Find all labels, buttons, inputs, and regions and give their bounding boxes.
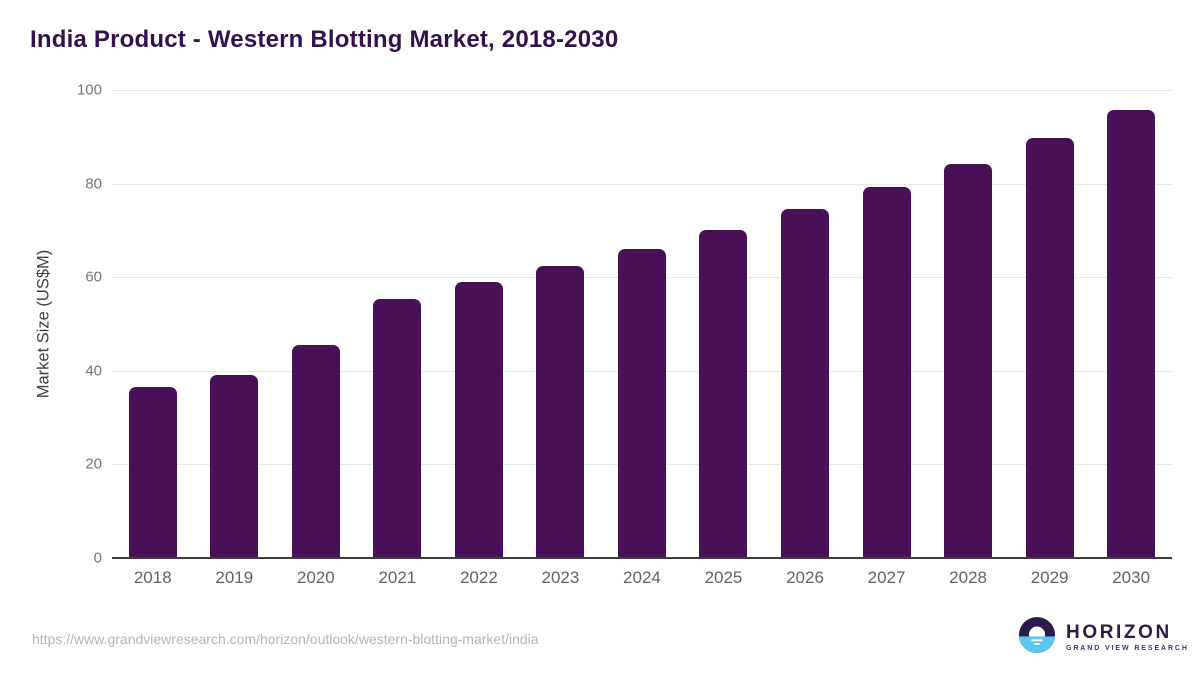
x-tick-label-2026: 2026 bbox=[786, 568, 824, 587]
bar-2018[interactable] bbox=[128, 386, 177, 558]
bar-2030[interactable] bbox=[1107, 110, 1156, 558]
y-tick-label-100: 100 bbox=[76, 81, 102, 99]
bar-2025[interactable] bbox=[699, 230, 748, 558]
bar-2024[interactable] bbox=[617, 249, 666, 558]
bar-2020[interactable] bbox=[291, 345, 340, 558]
bar-slot-2025 bbox=[683, 90, 765, 558]
bar-2022[interactable] bbox=[454, 281, 503, 558]
y-tick-label-60: 60 bbox=[85, 268, 102, 286]
bar-slot-2030 bbox=[1090, 90, 1172, 558]
x-tick-label-2028: 2028 bbox=[949, 568, 987, 587]
y-tick-label-0: 0 bbox=[93, 549, 102, 567]
gridline-100 bbox=[112, 90, 1172, 91]
x-tick-label-2027: 2027 bbox=[867, 568, 906, 587]
x-tick-label-2021: 2021 bbox=[378, 568, 417, 587]
bar-2026[interactable] bbox=[781, 208, 830, 558]
bar-slot-2023 bbox=[520, 90, 602, 558]
x-tick-label-2029: 2029 bbox=[1030, 568, 1069, 587]
x-tick-label-2020: 2020 bbox=[296, 568, 335, 587]
bar-slot-2028 bbox=[927, 90, 1009, 558]
bar-slot-2018 bbox=[112, 90, 194, 558]
bar-slot-2027 bbox=[846, 90, 928, 558]
chart-title: India Product - Western Blotting Market,… bbox=[30, 26, 619, 53]
bar-2028[interactable] bbox=[944, 163, 993, 558]
gridline-80 bbox=[112, 183, 1172, 185]
bar-slot-2019 bbox=[194, 90, 276, 558]
bar-slot-2029 bbox=[1009, 90, 1091, 558]
bar-slot-2022 bbox=[438, 90, 520, 558]
bar-2023[interactable] bbox=[536, 265, 585, 558]
y-tick-label-40: 40 bbox=[85, 362, 102, 380]
bar-slot-2026 bbox=[764, 90, 846, 558]
bar-slot-2021 bbox=[357, 90, 439, 558]
bar-2029[interactable] bbox=[1025, 137, 1074, 558]
bar-2027[interactable] bbox=[862, 186, 911, 558]
y-tick-label-80: 80 bbox=[85, 175, 102, 193]
horizon-logo-icon bbox=[1018, 616, 1056, 659]
x-axis-line bbox=[112, 557, 1172, 559]
bar-series bbox=[112, 90, 1172, 558]
x-tick-label-2030: 2030 bbox=[1112, 568, 1151, 587]
source-url: https://www.grandviewresearch.com/horizo… bbox=[32, 631, 539, 647]
x-axis-labels: 2018 2019 2020 2021 2022 2023 2024 2025 2026 2027… bbox=[112, 568, 1172, 588]
y-axis-ticks: 0 20 40 60 80 100 bbox=[58, 83, 102, 566]
x-tick-label-2018: 2018 bbox=[133, 568, 172, 587]
horizon-logo: HORIZON GRAND VIEW RESEARCH bbox=[1018, 616, 1189, 659]
y-axis-title: Market Size (US$M) bbox=[34, 249, 53, 399]
x-tick-label-2022: 2022 bbox=[459, 568, 498, 587]
bar-2021[interactable] bbox=[373, 298, 422, 558]
x-tick-label-2023: 2023 bbox=[541, 568, 580, 587]
x-tick-label-2024: 2024 bbox=[623, 568, 661, 587]
bar-slot-2024 bbox=[601, 90, 683, 558]
y-tick-label-20: 20 bbox=[85, 455, 102, 473]
bar-slot-2020 bbox=[275, 90, 357, 558]
horizon-logo-brand: HORIZON bbox=[1066, 621, 1172, 643]
bar-2019[interactable] bbox=[210, 375, 259, 558]
horizon-logo-subtitle: GRAND VIEW RESEARCH bbox=[1066, 645, 1189, 653]
horizon-logo-text: HORIZON GRAND VIEW RESEARCH bbox=[1066, 621, 1189, 653]
x-tick-label-2019: 2019 bbox=[215, 568, 254, 587]
x-tick-label-2025: 2025 bbox=[704, 568, 743, 587]
